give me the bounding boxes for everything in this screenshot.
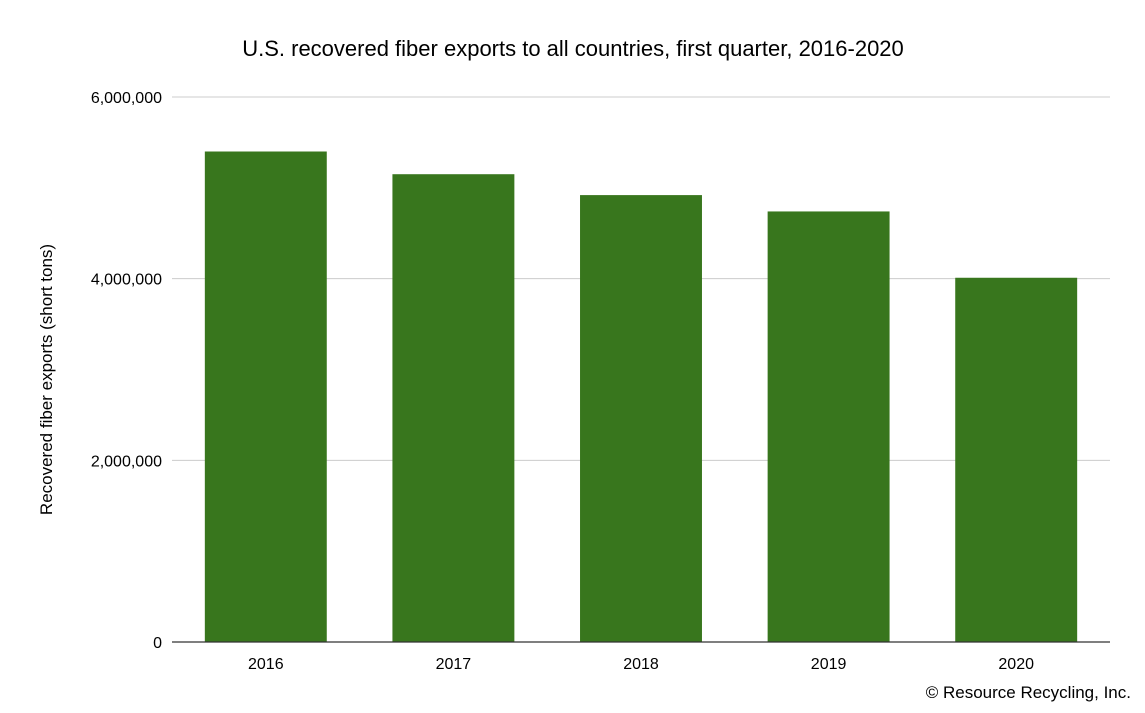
x-tick-label: 2016 [248, 656, 284, 673]
x-tick-label: 2019 [811, 656, 847, 673]
x-tick-label: 2020 [998, 656, 1034, 673]
bar-2020 [955, 277, 1078, 642]
y-tick-label: 4,000,000 [91, 272, 162, 289]
bars [204, 151, 1078, 643]
bar-2018 [580, 195, 702, 642]
y-tick-label: 6,000,000 [91, 90, 162, 107]
y-tick-label: 0 [153, 635, 162, 652]
y-axis-title: Recovered fiber exports (short tons) [37, 244, 56, 515]
chart-title: U.S. recovered fiber exports to all coun… [242, 36, 904, 61]
y-tick-labels: 0 2,000,000 4,000,000 6,000,000 [91, 90, 162, 652]
x-tick-label: 2018 [623, 656, 659, 673]
bar-2017 [392, 174, 515, 643]
x-tick-labels: 2016 2017 2018 2019 2020 [248, 656, 1034, 673]
copyright-credit: © Resource Recycling, Inc. [926, 683, 1131, 702]
bar-2019 [767, 211, 890, 642]
y-tick-label: 2,000,000 [91, 453, 162, 470]
x-tick-label: 2017 [436, 656, 472, 673]
bar-2016 [204, 151, 327, 642]
